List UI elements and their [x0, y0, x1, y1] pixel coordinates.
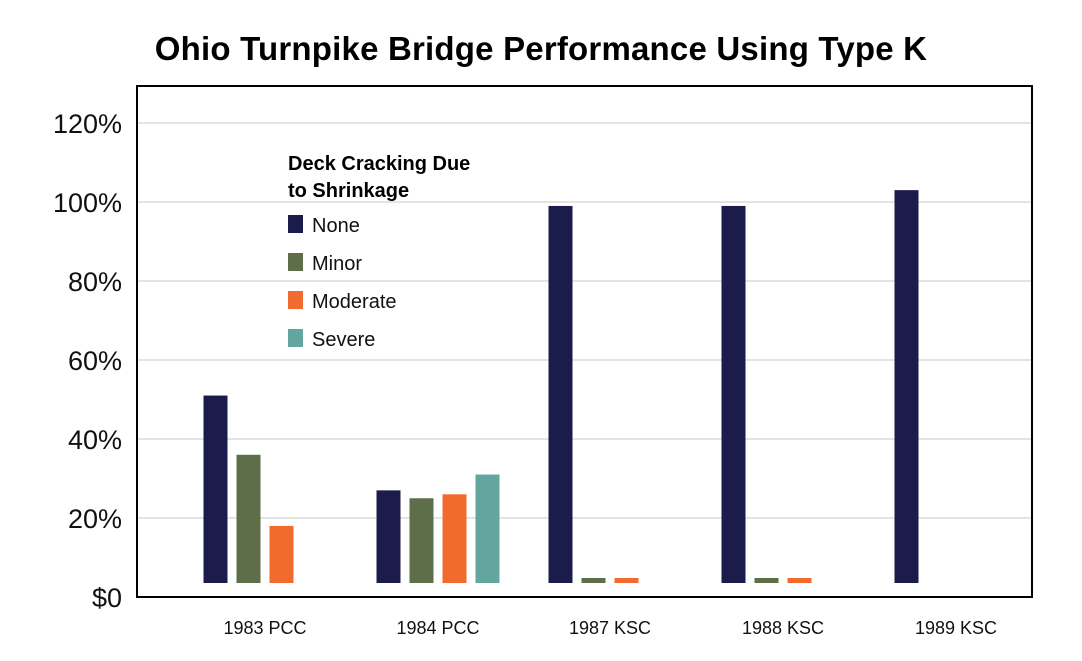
x-tick-label: 1989 KSC: [915, 618, 997, 638]
legend-swatch-none: [288, 215, 303, 233]
bar-moderate-1: [442, 494, 467, 583]
bar-none-3: [721, 205, 746, 583]
y-tick-label: $0: [92, 583, 122, 613]
bar-severe-1: [475, 474, 500, 583]
bar-none-4: [894, 190, 919, 583]
y-tick-label: 80%: [68, 267, 122, 297]
bar-moderate-3: [787, 578, 812, 583]
bar-minor-3: [754, 578, 779, 583]
bars: [203, 190, 919, 583]
chart-title: Ohio Turnpike Bridge Performance Using T…: [154, 30, 928, 67]
legend-swatch-minor: [288, 253, 303, 271]
legend-swatch-severe: [288, 329, 303, 347]
legend-title: Deck Cracking Due: [288, 153, 470, 175]
legend-label-minor: Minor: [312, 253, 362, 275]
bar-minor-0: [236, 454, 261, 583]
y-tick-label: 20%: [68, 504, 122, 534]
bar-moderate-2: [614, 578, 639, 583]
legend-swatch-moderate: [288, 291, 303, 309]
bar-none-2: [548, 205, 573, 583]
x-tick-label: 1984 PCC: [396, 618, 479, 638]
bar-none-1: [376, 490, 401, 583]
bar-minor-1: [409, 498, 434, 583]
gridlines: [137, 122, 1032, 519]
x-axis-labels: 1983 PCC 1984 PCC 1987 KSC 1988 KSC 1989 KSC: [223, 618, 997, 638]
legend-title: to Shrinkage: [288, 180, 409, 202]
legend-label-severe: Severe: [312, 329, 375, 351]
y-tick-label: 100%: [53, 188, 122, 218]
x-tick-label: 1983 PCC: [223, 618, 306, 638]
bar-none-0: [203, 395, 228, 583]
plot-frame: [136, 85, 1033, 598]
y-axis-ticks: $0 20% 40% 60% 80% 100% 120%: [53, 109, 122, 613]
x-tick-label: 1988 KSC: [742, 618, 824, 638]
x-tick-label: 1987 KSC: [569, 618, 651, 638]
y-tick-label: 40%: [68, 425, 122, 455]
legend-label-moderate: Moderate: [312, 291, 397, 313]
bar-minor-2: [581, 578, 606, 583]
y-tick-label: 120%: [53, 109, 122, 139]
legend-label-none: None: [312, 215, 360, 237]
bar-moderate-0: [269, 525, 294, 583]
legend: Deck Cracking Due to Shrinkage None Minor Mo…: [288, 153, 470, 351]
y-tick-label: 60%: [68, 346, 122, 376]
